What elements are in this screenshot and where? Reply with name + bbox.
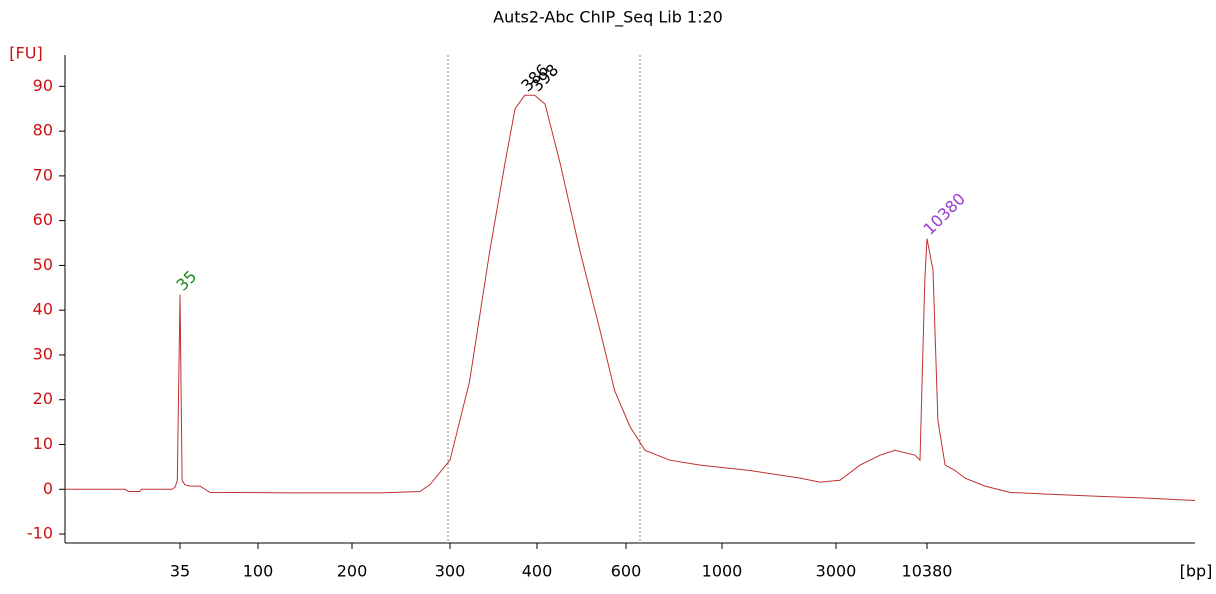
y-tick-label: -10 [27, 524, 53, 543]
y-tick-label: 0 [43, 479, 53, 498]
x-tick-label: 35 [170, 562, 190, 581]
y-tick-label: 70 [33, 165, 53, 184]
x-tick-label: 600 [611, 562, 642, 581]
x-tick-label: 10380 [902, 562, 953, 581]
x-tick-label: 1000 [702, 562, 743, 581]
y-tick-label: 50 [33, 255, 53, 274]
y-tick-label: 90 [33, 76, 53, 95]
y-tick-label: 40 [33, 300, 53, 319]
trace-line [65, 94, 1196, 501]
x-tick-label: 200 [337, 562, 368, 581]
y-tick-label: 80 [33, 121, 53, 140]
x-tick-label: 300 [435, 562, 466, 581]
peak-label: 10380 [920, 189, 969, 238]
y-axis-label: [FU] [9, 44, 42, 63]
peak-label: 35 [173, 267, 201, 295]
x-axis-label: [bp] [1180, 562, 1213, 581]
y-tick-label: 60 [33, 210, 53, 229]
chart-title: Auts2-Abc ChIP_Seq Lib 1:20 [493, 8, 723, 28]
x-tick-label: 400 [522, 562, 553, 581]
x-tick-label: 3000 [816, 562, 857, 581]
y-tick-label: 30 [33, 344, 53, 363]
y-tick-label: 20 [33, 389, 53, 408]
y-tick-label: 10 [33, 434, 53, 453]
x-tick-label: 100 [243, 562, 274, 581]
